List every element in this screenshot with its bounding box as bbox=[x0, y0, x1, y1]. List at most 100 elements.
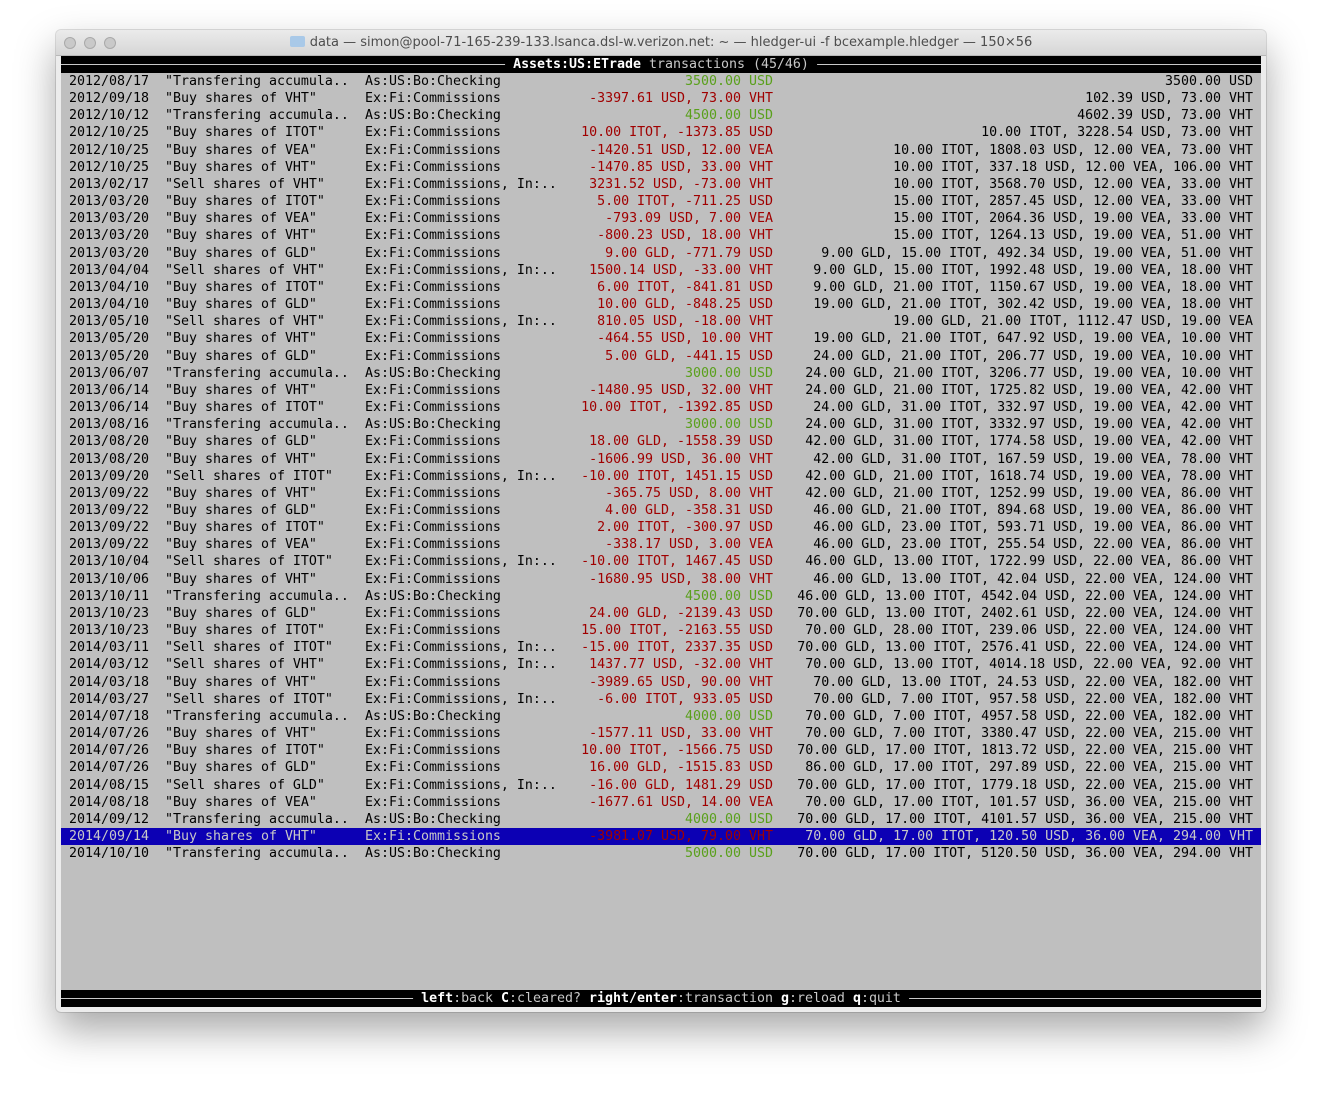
transaction-amount: 3000.00 USD bbox=[685, 365, 773, 381]
key-action: transaction bbox=[684, 991, 773, 1006]
transaction-row[interactable]: 2012/08/17 "Transfering accumula.. As:US:B… bbox=[61, 73, 1261, 90]
transaction-row[interactable]: 2013/03/20 "Buy shares of GLD" Ex:Fi:Commi… bbox=[61, 245, 1261, 262]
transaction-amount: 3500.00 USD bbox=[685, 74, 773, 89]
transaction-row[interactable]: 2013/09/22 "Buy shares of ITOT" Ex:Fi:Comm… bbox=[61, 519, 1261, 536]
transaction-row[interactable]: 2014/03/18 "Buy shares of VHT" Ex:Fi:Commi… bbox=[61, 674, 1261, 691]
transaction-accounts: Ex:Fi:Commissions bbox=[365, 451, 501, 467]
transaction-row[interactable]: 2013/06/14 "Buy shares of ITOT" Ex:Fi:Comm… bbox=[61, 399, 1261, 416]
transaction-accounts: Ex:Fi:Commissions bbox=[365, 794, 501, 810]
transaction-row[interactable]: 2013/09/22 "Buy shares of VEA" Ex:Fi:Commi… bbox=[61, 536, 1261, 553]
running-balance: 70.00 GLD, 13.00 ITOT, 2402.61 USD, 22.0… bbox=[797, 605, 1253, 621]
transaction-row[interactable]: 2014/08/15 "Sell shares of GLD" Ex:Fi:Comm… bbox=[61, 777, 1261, 794]
transaction-accounts: Ex:Fi:Commissions bbox=[365, 194, 501, 210]
transaction-row[interactable]: 2013/03/20 "Buy shares of VHT" Ex:Fi:Commi… bbox=[61, 227, 1261, 244]
transaction-accounts: Ex:Fi:Commissions bbox=[365, 125, 501, 141]
transaction-date: 2013/03/20 bbox=[69, 228, 149, 244]
transaction-row[interactable]: 2013/04/10 "Buy shares of GLD" Ex:Fi:Commi… bbox=[61, 296, 1261, 313]
transaction-description: "Buy shares of GLD" bbox=[165, 503, 317, 518]
transaction-description: "Transfering accumula.. bbox=[165, 811, 349, 827]
transaction-date: 2013/05/20 bbox=[69, 348, 149, 364]
transaction-description: "Sell shares of ITOT" bbox=[165, 640, 333, 656]
transaction-row[interactable]: 2014/07/26 "Buy shares of GLD" Ex:Fi:Commi… bbox=[61, 759, 1261, 776]
title-bar: data — simon@pool-71-165-239-133.lsanca.… bbox=[56, 30, 1266, 56]
transaction-date: 2014/08/15 bbox=[69, 777, 149, 793]
transaction-row[interactable]: 2012/10/25 "Buy shares of ITOT" Ex:Fi:Comm… bbox=[61, 124, 1261, 141]
transaction-accounts: As:US:Bo:Checking bbox=[365, 417, 501, 433]
transaction-row[interactable]: 2013/02/17 "Sell shares of VHT" Ex:Fi:Comm… bbox=[61, 176, 1261, 193]
transaction-row[interactable]: 2013/03/20 "Buy shares of VEA" Ex:Fi:Commi… bbox=[61, 210, 1261, 227]
transaction-description: "Buy shares of ITOT" bbox=[165, 400, 325, 416]
transaction-row[interactable]: 2013/05/20 "Buy shares of VHT" Ex:Fi:Commi… bbox=[61, 330, 1261, 347]
transaction-description: "Buy shares of VHT" bbox=[165, 485, 317, 501]
transaction-row[interactable]: 2014/07/18 "Transfering accumula.. As:US:B… bbox=[61, 708, 1261, 725]
transaction-row[interactable]: 2013/04/10 "Buy shares of ITOT" Ex:Fi:Comm… bbox=[61, 279, 1261, 296]
transaction-row[interactable]: 2014/07/26 "Buy shares of ITOT" Ex:Fi:Comm… bbox=[61, 742, 1261, 759]
transaction-row[interactable]: 2012/10/25 "Buy shares of VEA" Ex:Fi:Commi… bbox=[61, 142, 1261, 159]
key-name: q bbox=[852, 991, 861, 1006]
window-title-text: data — simon@pool-71-165-239-133.lsanca.… bbox=[309, 35, 1033, 50]
transaction-accounts: Ex:Fi:Commissions bbox=[365, 829, 501, 845]
transaction-row[interactable]: 2013/09/22 "Buy shares of GLD" Ex:Fi:Commi… bbox=[61, 502, 1261, 519]
transaction-accounts: Ex:Fi:Commissions, In:.. bbox=[365, 657, 557, 673]
transaction-row[interactable]: 2014/08/18 "Buy shares of VEA" Ex:Fi:Commi… bbox=[61, 794, 1261, 811]
transaction-amount: -6.00 ITOT, 933.05 USD bbox=[597, 691, 773, 707]
transaction-description: "Buy shares of ITOT" bbox=[165, 623, 325, 639]
transaction-row[interactable]: 2013/08/20 "Buy shares of GLD" Ex:Fi:Commi… bbox=[61, 433, 1261, 450]
transaction-row[interactable]: 2013/04/04 "Sell shares of VHT" Ex:Fi:Comm… bbox=[61, 262, 1261, 279]
transaction-row[interactable]: 2013/08/16 "Transfering accumula.. As:US:B… bbox=[61, 416, 1261, 433]
transaction-row[interactable]: 2012/10/12 "Transfering accumula.. As:US:B… bbox=[61, 107, 1261, 124]
transaction-description: "Transfering accumula.. bbox=[165, 588, 349, 604]
transaction-row[interactable]: 2013/06/14 "Buy shares of VHT" Ex:Fi:Commi… bbox=[61, 382, 1261, 399]
transaction-row[interactable]: 2013/09/22 "Buy shares of VHT" Ex:Fi:Commi… bbox=[61, 485, 1261, 502]
transaction-row[interactable]: 2013/08/20 "Buy shares of VHT" Ex:Fi:Commi… bbox=[61, 451, 1261, 468]
transaction-amount: -1606.99 USD, 36.00 VHT bbox=[589, 451, 773, 467]
transaction-date: 2012/08/17 bbox=[69, 74, 149, 89]
transaction-row[interactable]: 2014/09/12 "Transfering accumula.. As:US:B… bbox=[61, 811, 1261, 828]
transaction-row[interactable]: 2014/03/12 "Sell shares of VHT" Ex:Fi:Comm… bbox=[61, 656, 1261, 673]
transaction-description: "Buy shares of VEA" bbox=[165, 211, 317, 227]
transaction-row[interactable]: 2013/09/20 "Sell shares of ITOT" Ex:Fi:Com… bbox=[61, 468, 1261, 485]
transaction-accounts: Ex:Fi:Commissions, In:.. bbox=[365, 777, 557, 793]
minimize-window-button[interactable] bbox=[84, 37, 96, 49]
transaction-row[interactable]: 2012/10/25 "Buy shares of VHT" Ex:Fi:Commi… bbox=[61, 159, 1261, 176]
transaction-row-selected[interactable]: 2014/09/14 "Buy shares of VHT" Ex:Fi:Commi… bbox=[61, 828, 1261, 846]
close-window-button[interactable] bbox=[64, 37, 76, 49]
transaction-row[interactable]: 2013/03/20 "Buy shares of ITOT" Ex:Fi:Comm… bbox=[61, 193, 1261, 210]
transaction-date: 2012/10/25 bbox=[69, 159, 149, 175]
transaction-row[interactable]: 2013/10/23 "Buy shares of ITOT" Ex:Fi:Comm… bbox=[61, 622, 1261, 639]
transaction-row[interactable]: 2013/10/23 "Buy shares of GLD" Ex:Fi:Commi… bbox=[61, 605, 1261, 622]
transaction-date: 2013/10/23 bbox=[69, 605, 149, 621]
transaction-row[interactable]: 2014/07/26 "Buy shares of VHT" Ex:Fi:Commi… bbox=[61, 725, 1261, 742]
transaction-amount: -800.23 USD, 18.00 VHT bbox=[597, 228, 773, 244]
transaction-row[interactable]: 2013/10/11 "Transfering accumula.. As:US:B… bbox=[61, 588, 1261, 605]
transaction-date: 2014/03/18 bbox=[69, 674, 149, 690]
transaction-row[interactable]: 2013/05/10 "Sell shares of VHT" Ex:Fi:Comm… bbox=[61, 313, 1261, 330]
transaction-row[interactable]: 2014/10/10 "Transfering accumula.. As:US:B… bbox=[61, 845, 1261, 862]
transaction-row[interactable]: 2013/05/20 "Buy shares of GLD" Ex:Fi:Commi… bbox=[61, 348, 1261, 365]
running-balance: 42.00 GLD, 31.00 ITOT, 1774.58 USD, 19.0… bbox=[805, 434, 1253, 450]
transaction-row[interactable]: 2013/10/04 "Sell shares of ITOT" Ex:Fi:Com… bbox=[61, 553, 1261, 570]
transaction-amount: -793.09 USD, 7.00 VEA bbox=[605, 211, 773, 227]
transaction-description: "Sell shares of ITOT" bbox=[165, 691, 333, 707]
running-balance: 19.00 GLD, 21.00 ITOT, 647.92 USD, 19.00… bbox=[813, 331, 1253, 347]
transaction-accounts: Ex:Fi:Commissions, In:.. bbox=[365, 262, 557, 278]
transaction-row[interactable]: 2014/03/27 "Sell shares of ITOT" Ex:Fi:Com… bbox=[61, 691, 1261, 708]
running-balance: 70.00 GLD, 7.00 ITOT, 4957.58 USD, 22.00… bbox=[805, 708, 1253, 724]
terminal-screen[interactable]: Assets:US:ETrade transactions (45/46) 20… bbox=[61, 56, 1261, 1007]
transaction-accounts: Ex:Fi:Commissions bbox=[365, 331, 501, 347]
transaction-amount: 1500.14 USD, -33.00 VHT bbox=[589, 262, 773, 278]
transaction-row[interactable]: 2012/09/18 "Buy shares of VHT" Ex:Fi:Commi… bbox=[61, 90, 1261, 107]
transaction-description: "Transfering accumula.. bbox=[165, 365, 349, 381]
transaction-amount: -1677.61 USD, 14.00 VEA bbox=[589, 794, 773, 810]
transaction-row[interactable]: 2014/03/11 "Sell shares of ITOT" Ex:Fi:Com… bbox=[61, 639, 1261, 656]
transaction-row[interactable]: 2013/10/06 "Buy shares of VHT" Ex:Fi:Commi… bbox=[61, 571, 1261, 588]
folder-icon bbox=[289, 36, 305, 47]
transaction-amount: 4000.00 USD bbox=[685, 811, 773, 827]
running-balance: 42.00 GLD, 31.00 ITOT, 167.59 USD, 19.00… bbox=[813, 451, 1253, 467]
terminal-window: data — simon@pool-71-165-239-133.lsanca.… bbox=[56, 30, 1266, 1012]
transaction-date: 2013/09/22 bbox=[69, 503, 149, 518]
zoom-window-button[interactable] bbox=[104, 37, 116, 49]
transaction-accounts: Ex:Fi:Commissions bbox=[365, 245, 501, 261]
transaction-row[interactable]: 2013/06/07 "Transfering accumula.. As:US:B… bbox=[61, 365, 1261, 382]
transaction-accounts: Ex:Fi:Commissions, In:.. bbox=[365, 691, 557, 707]
